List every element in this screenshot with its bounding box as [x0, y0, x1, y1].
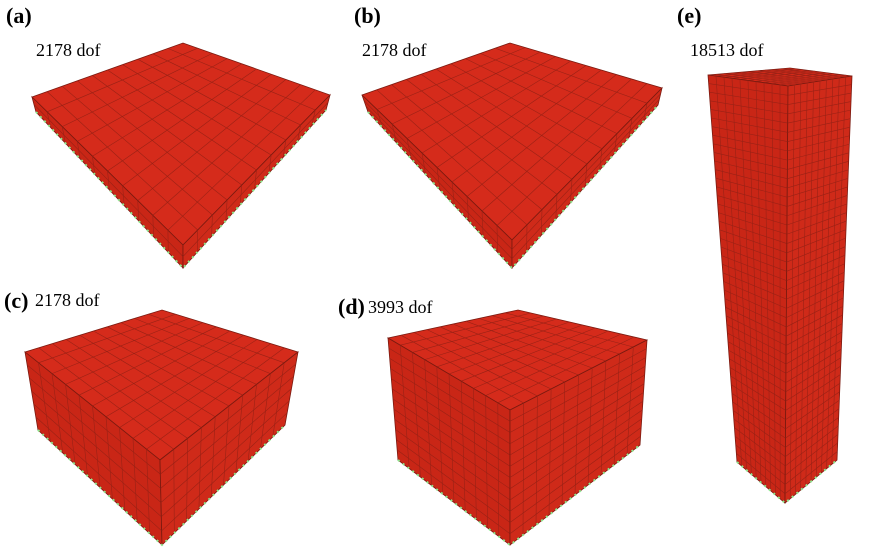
dof-label: 2178 dof — [35, 290, 100, 310]
dof-label: 3993 dof — [368, 297, 433, 317]
panel-label: (d) — [338, 294, 365, 319]
dof-label: 2178 dof — [362, 40, 427, 60]
figure: (a) 2178 dof (b) 2178 dof (c) 2178 dof (… — [0, 0, 871, 549]
meshes — [25, 43, 852, 545]
dof-label: 18513 dof — [690, 40, 764, 60]
panel-label: (a) — [6, 3, 32, 28]
panel-label: (e) — [677, 3, 701, 28]
dof-label: 2178 dof — [36, 40, 101, 60]
panel-label: (b) — [354, 3, 381, 28]
panel-label: (c) — [4, 288, 28, 313]
